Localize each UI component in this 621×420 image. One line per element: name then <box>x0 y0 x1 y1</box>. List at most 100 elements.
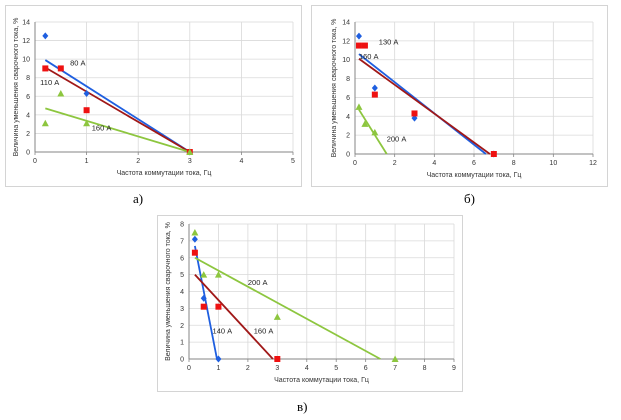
y-tick-label: 10 <box>342 57 350 64</box>
chart-v-frame <box>157 215 463 392</box>
trend-line-3 <box>194 256 381 360</box>
point-triangle <box>391 355 399 362</box>
x-tick-label: 1 <box>85 158 89 165</box>
x-tick-label: 8 <box>512 160 516 167</box>
trend-line-2 <box>44 66 191 153</box>
series-label: 160 А <box>254 327 274 336</box>
point-square <box>490 151 497 157</box>
y-tick-label: 6 <box>346 95 350 102</box>
point-square <box>371 91 378 98</box>
series-label: 130 А <box>379 38 399 47</box>
y-tick-label: 1 <box>180 340 184 347</box>
y-tick-label: 7 <box>180 238 184 245</box>
caption-v: в) <box>297 399 308 414</box>
trend-line-2 <box>358 58 491 155</box>
series-label: 200 А <box>387 135 407 144</box>
chart-b: 0 2 4 6 8 10 12 14 0 2 4 6 8 10 12 Частота коммутации т… <box>331 19 597 179</box>
x-tick-label: 2 <box>393 160 397 167</box>
x-tick-label: 4 <box>239 158 243 165</box>
x-tick-label: 0 <box>187 365 191 372</box>
point-triangle <box>41 119 49 127</box>
caption-a: а) <box>133 191 144 206</box>
y-tick-label: 3 <box>180 306 184 313</box>
point-triangle <box>186 148 194 155</box>
x-tick-label: 0 <box>33 158 37 165</box>
trend-line-1 <box>194 245 218 360</box>
x-tick-label: 10 <box>549 160 557 167</box>
y-tick-label: 14 <box>342 20 350 27</box>
trend-line-3 <box>358 109 388 155</box>
chart-v: 0 1 2 3 4 5 6 7 8 0 1 2 3 4 5 6 7 8 9 Частота коммутации то… <box>165 222 456 385</box>
y-tick-label: 5 <box>180 272 184 279</box>
x-tick-label: 2 <box>136 158 140 165</box>
x-axis-label: Частота коммутации тока, Гц <box>274 377 369 384</box>
point-square <box>57 65 64 72</box>
point-diamond <box>42 32 49 40</box>
point-triangle <box>200 271 208 278</box>
point-diamond <box>200 294 207 302</box>
x-tick-label: 7 <box>393 365 397 372</box>
point-diamond <box>355 32 362 40</box>
x-tick-label: 6 <box>364 365 368 372</box>
y-tick-label: 14 <box>22 20 30 27</box>
x-axis-label: Частота коммутации тока, Гц <box>427 172 522 179</box>
x-tick-label: 5 <box>334 365 338 372</box>
y-tick-label: 0 <box>346 152 350 159</box>
x-tick-label: 0 <box>353 160 357 167</box>
point-square <box>361 42 368 49</box>
series-label: 140 А <box>213 327 233 336</box>
series-label: 110 А <box>40 78 59 87</box>
x-axis-label: Частота коммутации тока, Гц <box>117 170 212 177</box>
point-triangle <box>83 119 91 127</box>
y-tick-label: 2 <box>180 323 184 330</box>
x-tick-label: 1 <box>216 365 220 372</box>
point-square <box>411 110 418 117</box>
series-label: 160 А <box>92 124 112 133</box>
trend-line-3 <box>45 107 191 153</box>
series-label: 80 А <box>70 59 85 68</box>
y-tick-label: 10 <box>22 57 30 64</box>
x-tick-label: 9 <box>452 365 456 372</box>
point-square <box>274 356 281 362</box>
y-tick-label: 12 <box>342 38 350 45</box>
x-tick-label: 6 <box>472 160 476 167</box>
x-tick-label: 3 <box>188 158 192 165</box>
y-axis-label: Величина уменьшения сварочного тока, % <box>13 18 20 157</box>
point-square <box>42 65 49 72</box>
y-tick-label: 6 <box>26 94 30 101</box>
point-square <box>355 42 362 49</box>
point-diamond <box>83 90 90 97</box>
y-tick-label: 8 <box>26 75 30 82</box>
point-square <box>215 303 222 310</box>
x-tick-label: 5 <box>291 158 295 165</box>
point-triangle <box>214 271 222 278</box>
y-tick-label: 6 <box>180 255 184 262</box>
point-triangle <box>273 313 281 320</box>
point-square <box>200 303 207 310</box>
y-tick-label: 2 <box>26 131 30 138</box>
y-tick-label: 2 <box>346 133 350 140</box>
point-square <box>191 249 198 256</box>
x-tick-label: 8 <box>423 365 427 372</box>
series-label: 200 А <box>248 278 268 287</box>
point-triangle <box>355 103 363 110</box>
series-label: 160 А <box>359 52 379 61</box>
y-tick-label: 8 <box>346 76 350 83</box>
y-tick-label: 0 <box>26 150 30 157</box>
x-tick-label: 12 <box>589 160 597 167</box>
caption-b: б) <box>464 191 475 206</box>
y-axis-label: Величина уменьшения сварочного тока, % <box>165 222 172 361</box>
point-diamond <box>191 235 198 243</box>
x-tick-label: 4 <box>432 160 436 167</box>
x-tick-label: 4 <box>305 365 309 372</box>
point-triangle <box>361 120 369 127</box>
point-diamond <box>215 355 222 363</box>
point-square <box>83 107 90 114</box>
point-triangle <box>191 228 199 236</box>
y-tick-label: 12 <box>22 38 30 45</box>
trend-line-1 <box>44 59 191 153</box>
x-tick-label: 2 <box>246 365 250 372</box>
